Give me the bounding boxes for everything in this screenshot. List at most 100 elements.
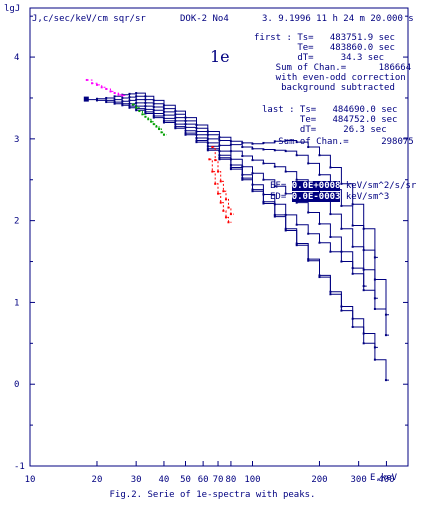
first-te: Te= 483860.0 sec <box>254 43 395 53</box>
data-point <box>227 206 230 209</box>
data-point <box>218 150 221 153</box>
data-point <box>135 98 138 101</box>
data-point <box>318 173 321 176</box>
data-point <box>208 158 211 161</box>
data-point <box>362 227 365 230</box>
data-point <box>229 168 232 171</box>
data-point <box>340 182 343 185</box>
x-tick-label: 80 <box>226 475 237 485</box>
data-point <box>113 98 116 101</box>
data-point <box>184 116 187 119</box>
data-point <box>229 143 232 146</box>
data-point <box>174 110 177 113</box>
data-point <box>160 131 163 134</box>
data-point <box>95 97 98 100</box>
data-point <box>318 222 321 225</box>
data-point <box>157 128 160 131</box>
data-point <box>95 83 98 86</box>
data-point <box>105 96 108 99</box>
ed-units: keV/sm^3 <box>340 192 390 202</box>
data-point <box>351 272 354 275</box>
data-point <box>218 136 221 139</box>
data-point <box>284 150 287 153</box>
data-point <box>162 107 165 110</box>
x-tick-label: 70 <box>213 475 224 485</box>
data-point <box>144 95 147 98</box>
data-point <box>150 120 153 123</box>
data-point <box>373 307 376 310</box>
data-point <box>229 150 232 153</box>
data-point <box>135 92 138 95</box>
data-point <box>262 202 265 205</box>
data-point <box>362 332 365 335</box>
data-point <box>184 123 187 126</box>
data-point <box>128 106 131 109</box>
data-point <box>135 101 138 104</box>
data-point <box>174 123 177 126</box>
series-line-9 <box>212 146 234 215</box>
y-tick-label: 3 <box>14 135 19 145</box>
ef-prefix: EF= <box>270 181 292 191</box>
data-point <box>224 198 227 201</box>
data-point <box>318 241 321 244</box>
data-point <box>152 105 155 108</box>
last-sum: Sum of Chan.= 298075 <box>262 137 414 147</box>
data-point <box>121 104 124 107</box>
data-point <box>362 342 365 345</box>
data-point <box>273 185 276 188</box>
x-tick-label: 400 <box>378 475 394 485</box>
y-tick-label: 0 <box>14 380 19 390</box>
data-point <box>373 297 376 300</box>
data-point <box>241 177 244 180</box>
y-axis-label: lgJ <box>4 4 21 14</box>
data-point <box>121 94 124 97</box>
data-point <box>144 105 147 108</box>
data-point <box>131 103 134 106</box>
data-point <box>195 133 198 136</box>
data-point <box>227 221 230 224</box>
data-point <box>218 144 221 147</box>
data-point <box>273 149 276 152</box>
data-point <box>195 137 198 140</box>
data-point <box>218 156 221 159</box>
data-point <box>307 258 310 261</box>
units-label: J,c/sec/keV/cm sqr/sr <box>32 14 146 24</box>
data-point <box>273 203 276 206</box>
series-line-6 <box>136 92 378 258</box>
figure-caption: Fig.2. Serie of 1e-spectra with peaks. <box>109 490 316 500</box>
data-point <box>329 290 332 293</box>
data-point <box>384 313 387 316</box>
data-point <box>174 127 177 130</box>
data-point <box>273 215 276 218</box>
data-point <box>113 102 116 105</box>
data-point <box>105 101 108 104</box>
data-point <box>229 158 232 161</box>
data-point <box>162 133 165 136</box>
last-te: Te= 484752.0 sec <box>262 115 398 125</box>
data-point <box>195 127 198 130</box>
data-point <box>251 172 254 175</box>
x-tick-label: 30 <box>131 475 142 485</box>
data-point <box>307 146 310 149</box>
data-point <box>144 112 147 115</box>
data-point <box>307 211 310 214</box>
ef-value: 0.0E+0008 <box>291 181 341 191</box>
data-point <box>144 108 147 111</box>
data-point <box>295 242 298 245</box>
data-point <box>224 216 227 219</box>
data-point <box>273 165 276 168</box>
data-point <box>206 130 209 133</box>
data-point <box>147 118 150 121</box>
data-point <box>384 334 387 337</box>
data-point <box>241 178 244 181</box>
data-point <box>229 213 232 216</box>
data-point <box>184 129 187 132</box>
data-point <box>211 170 214 173</box>
data-point <box>162 117 165 120</box>
data-point <box>184 133 187 136</box>
data-point <box>340 250 343 253</box>
data-point <box>340 309 343 312</box>
data-point <box>217 170 220 173</box>
data-point <box>144 115 147 118</box>
data-point <box>351 245 354 248</box>
